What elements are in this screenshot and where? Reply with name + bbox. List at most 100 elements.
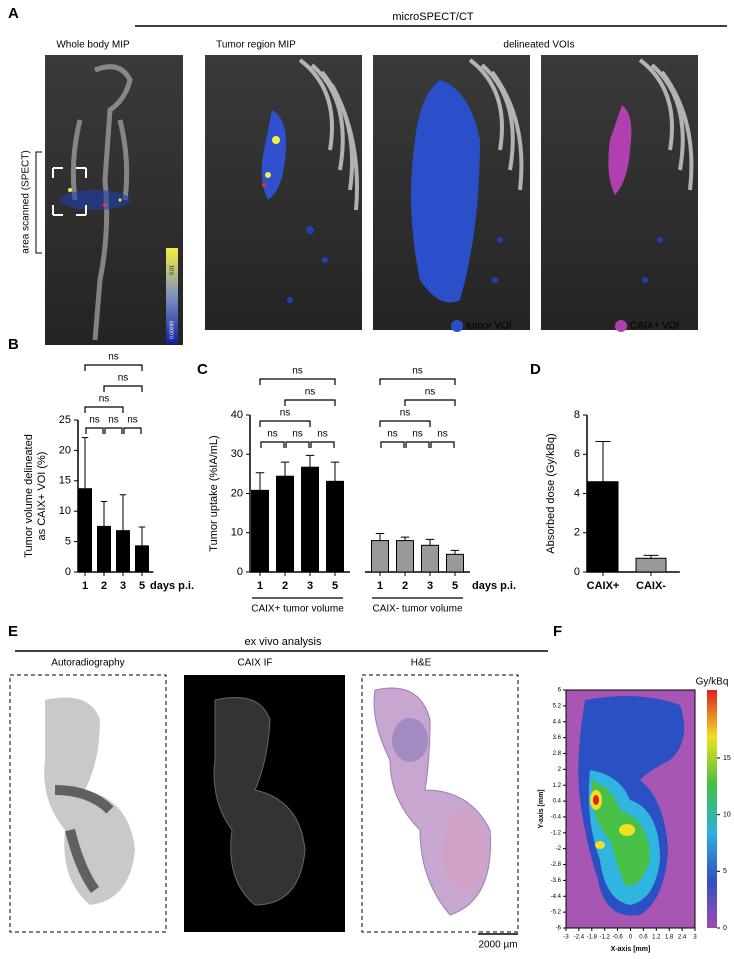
significance-bracket (84, 364, 143, 371)
y-tick-label: -0.4 (551, 815, 562, 821)
significance-label: ns (425, 387, 436, 398)
x-tick-label: -2.4 (574, 935, 585, 941)
x-tick-label: 1.8 (665, 935, 674, 941)
bar (587, 481, 619, 573)
legend-label: tumor VOI (466, 321, 512, 332)
significance-label: ns (317, 429, 328, 440)
error-bar (119, 494, 127, 531)
y-tick-label: 25 (59, 414, 71, 426)
image-label: Autoradiography (51, 658, 124, 669)
bar (78, 488, 92, 573)
error-bar (138, 526, 146, 546)
significance-bracket (404, 399, 456, 406)
x-tick-label: -1.2 (600, 935, 611, 941)
x-tick-label: 2 (402, 580, 408, 592)
panel-label: A (8, 5, 19, 22)
error-bar (425, 538, 435, 546)
x-tick-label: 0 (629, 935, 633, 941)
significance-bracket (379, 420, 431, 427)
x-tick-label: 5 (139, 580, 145, 592)
significance-label: ns (89, 415, 100, 426)
significance-bracket (310, 441, 335, 448)
y-axis-label: Y-axis [mm] (538, 789, 545, 828)
significance-bracket (85, 427, 104, 434)
bar (116, 530, 130, 573)
panel-label: D (530, 361, 541, 378)
x-tick-label: 3 (120, 580, 126, 592)
significance-label: ns (108, 352, 119, 363)
colorbar-title: Gy/kBq (696, 677, 729, 688)
bar (135, 545, 149, 573)
significance-bracket (405, 441, 430, 448)
significance-bracket (103, 385, 143, 392)
significance-bracket (430, 441, 455, 448)
colorbar-tick-label: 10 (723, 812, 731, 819)
bar (635, 557, 667, 573)
y-tick-label: 4 (574, 487, 580, 499)
significance-bracket (259, 378, 336, 385)
x-tick-label: CAIX- (636, 580, 666, 592)
y-tick-label: 40 (231, 409, 243, 421)
y-tick-label: 3.6 (553, 735, 562, 741)
legend-label: CAIX+ VOI (630, 321, 679, 332)
x-tick-label: 1 (82, 580, 88, 592)
y-tick-label: 4.4 (553, 719, 562, 725)
x-tick-label: 2 (101, 580, 107, 592)
significance-label: ns (280, 408, 291, 419)
y-tick-label: 20 (59, 444, 71, 456)
panel-label: B (8, 336, 19, 353)
error-bar (305, 454, 315, 468)
significance-bracket (84, 406, 124, 413)
x-tick-label: CAIX+ (587, 580, 620, 592)
significance-bracket (104, 427, 123, 434)
significance-label: ns (400, 408, 411, 419)
autoradiography-image (9, 674, 167, 933)
x-axis-suffix: days p.i. (150, 580, 194, 592)
panel-title: ex vivo analysis (244, 636, 322, 648)
error-bar (255, 472, 265, 491)
y-tick-label: 5 (65, 536, 71, 548)
image-label: CAIX IF (237, 658, 272, 669)
error-bar (100, 500, 108, 527)
x-tick-label: -0.6 (612, 935, 623, 941)
significance-bracket (380, 441, 405, 448)
significance-label: ns (127, 415, 138, 426)
legend-swatch (615, 320, 627, 332)
y-tick-label: -1.2 (551, 830, 562, 836)
x-tick-label: 3 (307, 580, 313, 592)
y-tick-label: 0.4 (553, 799, 562, 805)
y-tick-label: 0 (237, 566, 243, 578)
significance-label: ns (412, 429, 423, 440)
y-tick-label: 20 (231, 487, 243, 499)
bar (396, 540, 414, 573)
error-bar (595, 440, 611, 482)
panel-label: E (8, 623, 18, 640)
group-label: CAIX+ tumor volume (251, 604, 344, 615)
x-tick-label: 5 (452, 580, 458, 592)
bar (97, 525, 111, 573)
significance-label: ns (387, 429, 398, 440)
significance-label: ns (108, 415, 119, 426)
bar (371, 540, 389, 573)
error-bar (81, 437, 89, 489)
colorbar-tick-label: 15 (723, 755, 731, 762)
error-bar (375, 533, 385, 541)
colorbar-label: 0.00099 (169, 321, 175, 339)
panel-title: microSPECT/CT (392, 11, 474, 23)
significance-bracket (285, 441, 310, 448)
caix-voi-image (541, 55, 698, 330)
significance-label: ns (118, 373, 129, 384)
bar (421, 544, 439, 573)
y-axis-label: Absorbed dose (Gy/kBq) (545, 433, 557, 553)
x-tick-label: 5 (332, 580, 338, 592)
significance-label: ns (267, 429, 278, 440)
panel-label: F (553, 623, 562, 640)
image-label: delineated VOIs (503, 40, 574, 51)
y-tick-label: -2 (556, 846, 562, 852)
y-tick-label: 6 (558, 688, 562, 694)
bar (326, 480, 344, 573)
image-label: H&E (411, 658, 432, 669)
y-axis-label: Tumor uptake (%IA/mL) (208, 435, 220, 551)
error-bar (400, 536, 410, 541)
x-tick-label: 3 (693, 935, 697, 941)
